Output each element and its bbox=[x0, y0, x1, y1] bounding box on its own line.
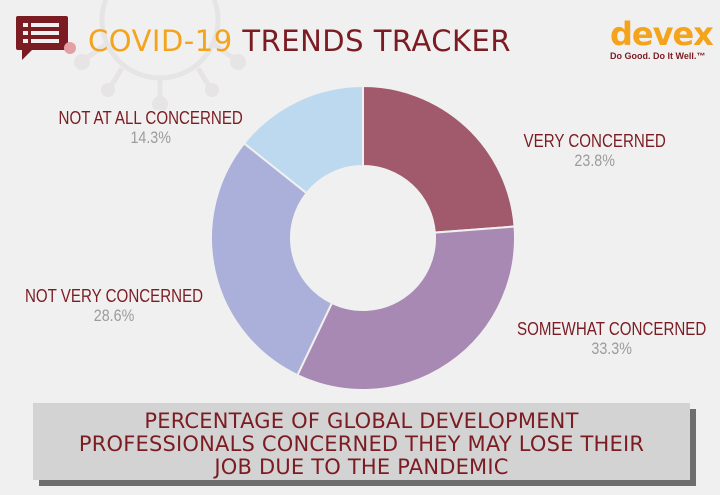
logo-word: devex bbox=[610, 15, 714, 53]
label-not-very-concerned: NOT VERY CONCERNED 28.6% bbox=[25, 286, 203, 325]
slice-very-concerned bbox=[362, 84, 516, 234]
caption-line-2: PROFESSIONALS CONCERNED THEY MAY LOSE TH… bbox=[78, 432, 645, 456]
slice-label-value: 28.6% bbox=[93, 306, 135, 325]
devex-logo: devex Do Good. Do It Well.™ bbox=[610, 15, 714, 61]
caption-line-1: PERCENTAGE OF GLOBAL DEVELOPMENT bbox=[144, 409, 579, 433]
label-not-at-all-concerned: NOT AT ALL CONCERNED 14.3% bbox=[58, 108, 242, 147]
slice-label-name: VERY CONCERNED bbox=[523, 131, 666, 151]
slice-label-value: 23.8% bbox=[573, 151, 615, 170]
caption-line-3: JOB DUE TO THE PANDEMIC bbox=[214, 455, 509, 479]
slice-not-very-concerned bbox=[210, 141, 334, 377]
slice-label-name: SOMEWHAT CONCERNED bbox=[516, 319, 706, 339]
slice-label-value: 14.3% bbox=[129, 128, 171, 147]
label-somewhat-concerned: SOMEWHAT CONCERNED 33.3% bbox=[517, 319, 706, 358]
slice-label-name: NOT VERY CONCERNED bbox=[24, 286, 204, 306]
label-very-concerned: VERY CONCERNED 23.8% bbox=[523, 131, 665, 170]
title-trends-tracker: TRENDS TRACKER bbox=[242, 24, 511, 58]
donut-chart bbox=[210, 84, 516, 391]
report-icon bbox=[16, 16, 76, 60]
title-covid: COVID-19 bbox=[88, 24, 233, 58]
logo-tagline: Do Good. Do It Well.™ bbox=[610, 51, 706, 61]
slice-somewhat-concerned bbox=[296, 225, 516, 391]
caption-box: PERCENTAGE OF GLOBAL DEVELOPMENT PROFESS… bbox=[33, 403, 690, 480]
slice-label-name: NOT AT ALL CONCERNED bbox=[58, 108, 243, 128]
page-title: COVID-19 TRENDS TRACKER bbox=[88, 24, 511, 58]
slice-not-at-all-concerned bbox=[242, 84, 364, 195]
slice-label-value: 33.3% bbox=[590, 339, 632, 358]
virus-icon bbox=[74, 0, 246, 110]
chart-caption: PERCENTAGE OF GLOBAL DEVELOPMENT PROFESS… bbox=[33, 410, 690, 479]
